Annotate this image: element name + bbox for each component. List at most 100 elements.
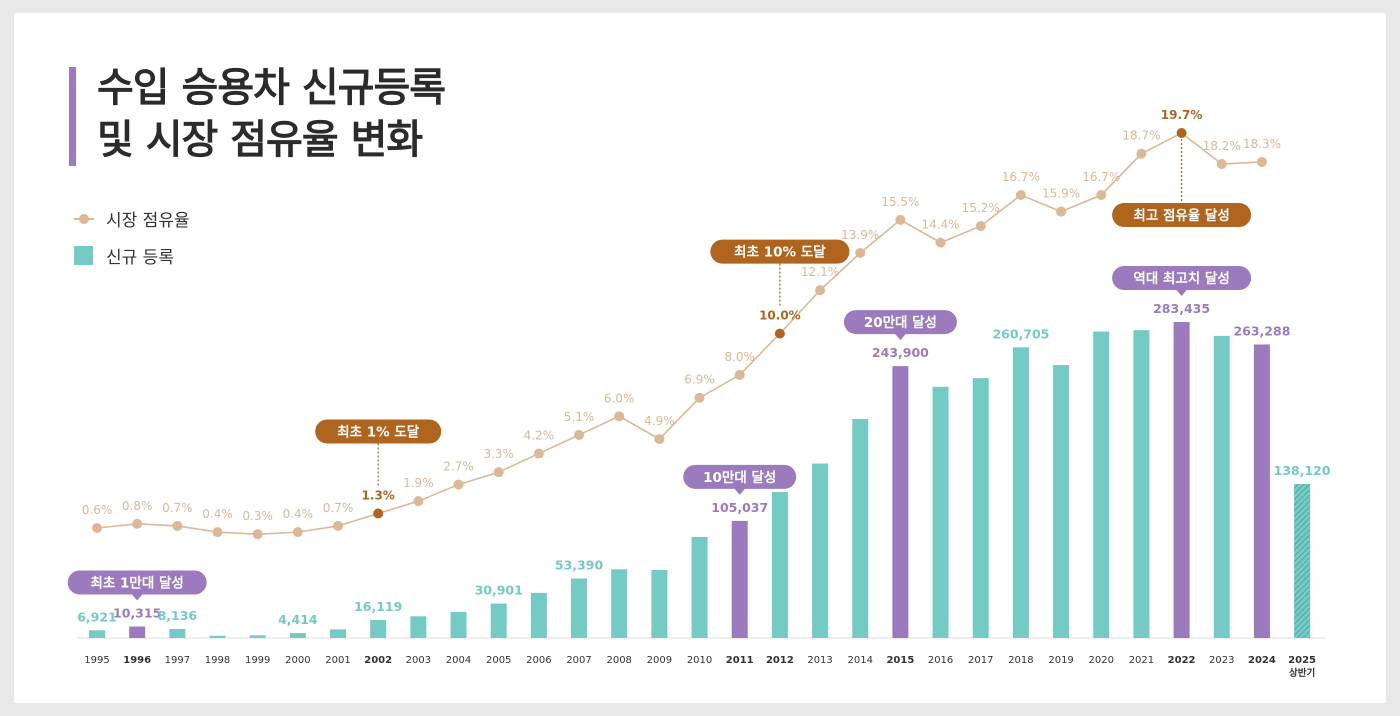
share-label-2018: 16.7% (1002, 170, 1040, 184)
x-tick-label-1999: 1999 (245, 655, 270, 666)
share-label-1999: 0.3% (242, 509, 273, 523)
bar-2014 (852, 419, 869, 638)
callout-pointer (894, 333, 907, 341)
title-line-2: 및 시장 점유율 변화 (97, 117, 423, 163)
callout-text: 최초 10% 도달 (734, 245, 826, 261)
share-point-2024 (1256, 156, 1267, 167)
share-label-2012: 10.0% (759, 309, 801, 323)
share-point-1998 (212, 527, 223, 538)
bar-2010 (691, 536, 708, 638)
callout-text: 20만대 달성 (864, 315, 937, 331)
bar-2024 (1253, 344, 1270, 638)
bar-1998 (209, 635, 226, 638)
bar-2008 (611, 569, 628, 638)
share-label-2001: 0.7% (323, 501, 354, 515)
bar-2005 (490, 603, 507, 638)
bar-2009 (651, 569, 668, 638)
title-line-1: 수입 승용차 신규등록 (97, 65, 446, 111)
bar-value-label-2002: 16,119 (354, 599, 402, 614)
share-label-2017: 15.2% (962, 201, 1000, 215)
x-tick-label-2001: 2001 (325, 655, 350, 666)
x-tick-label-2007: 2007 (566, 655, 591, 666)
x-tick-label-2000: 2000 (285, 655, 310, 666)
share-label-2019: 15.9% (1042, 187, 1080, 201)
x-tick-label-2018: 2018 (1008, 655, 1033, 666)
bar-value-label-2000: 4,414 (278, 612, 318, 627)
x-tick-label-2011: 2011 (726, 655, 754, 666)
bar-value-label-2005: 30,901 (475, 583, 523, 598)
share-label-2020: 16.7% (1082, 170, 1120, 184)
bar-2006 (530, 592, 547, 638)
legend-item-registrations: 신규 등록 (74, 237, 190, 274)
bar-2022 (1173, 322, 1190, 638)
callout-text: 최초 1% 도달 (337, 425, 420, 441)
share-label-2022: 19.7% (1161, 108, 1203, 122)
share-label-2014: 13.9% (841, 228, 879, 242)
x-tick-sublabel-2025: 상반기 (1289, 667, 1315, 679)
callout-badge (1112, 203, 1252, 228)
callout-pointer (1175, 289, 1188, 296)
share-label-2007: 5.1% (564, 410, 595, 424)
x-tick-label-1997: 1997 (165, 655, 190, 666)
bar-2013 (812, 463, 829, 638)
bar-value-label-2018: 260,705 (992, 326, 1049, 341)
bar-2025 (1294, 484, 1311, 638)
share-label-2005: 3.3% (483, 447, 514, 461)
x-tick-label-2009: 2009 (647, 655, 672, 666)
share-point-2002 (373, 508, 384, 519)
x-tick-label-2017: 2017 (968, 655, 993, 666)
share-point-2008 (614, 411, 625, 422)
share-point-2001 (333, 520, 344, 531)
callout-badge (315, 419, 442, 444)
bar-value-label-1996: 10,315 (113, 605, 161, 620)
share-label-2002: 1.3% (362, 489, 395, 503)
bar-2019 (1053, 365, 1070, 638)
callout-badge (843, 310, 957, 335)
bar-value-label-2024: 263,288 (1233, 323, 1290, 338)
bar-value-label-2011: 105,037 (711, 500, 768, 515)
bar-value-label-2022: 283,435 (1153, 301, 1210, 316)
bar-swatch-icon (74, 246, 93, 265)
share-label-2006: 4.2% (524, 429, 555, 443)
share-point-2012 (774, 328, 785, 339)
x-tick-label-2023: 2023 (1209, 655, 1234, 666)
share-label-2013: 12.1% (801, 265, 839, 279)
share-point-2005 (493, 467, 504, 478)
callout-badge (67, 570, 207, 595)
bar-value-label-2025: 138,120 (1274, 463, 1331, 478)
bar-1997 (169, 628, 186, 638)
share-point-2011 (734, 369, 745, 380)
bar-2015 (892, 366, 909, 638)
share-point-2009 (654, 434, 665, 445)
x-tick-label-2024: 2024 (1248, 655, 1276, 666)
bar-2002 (370, 620, 387, 638)
bar-value-label-1997: 8,136 (158, 608, 198, 623)
x-tick-label-2015: 2015 (886, 655, 914, 666)
share-point-2010 (694, 392, 705, 403)
bar-1999 (249, 635, 266, 638)
callout-badge (710, 239, 850, 264)
share-point-2004 (453, 479, 464, 490)
x-tick-label-2005: 2005 (486, 655, 511, 666)
legend-label: 시장 점유율 (106, 211, 190, 231)
x-tick-label-2002: 2002 (364, 655, 392, 666)
bar-2003 (410, 616, 427, 638)
share-point-2023 (1216, 159, 1227, 170)
share-label-2023: 18.2% (1203, 139, 1241, 153)
share-label-2021: 18.7% (1122, 129, 1160, 143)
x-tick-label-2013: 2013 (807, 655, 832, 666)
callout-pointer (131, 593, 144, 601)
share-point-2017 (975, 221, 986, 232)
x-tick-label-2004: 2004 (446, 655, 471, 666)
bar-2004 (450, 612, 467, 638)
x-tick-label-2022: 2022 (1168, 655, 1196, 666)
legend-label: 신규 등록 (106, 248, 174, 268)
share-label-1998: 0.4% (202, 507, 233, 521)
share-label-2004: 2.7% (443, 460, 474, 474)
x-tick-label-1995: 1995 (84, 655, 109, 666)
share-label-1997: 0.7% (162, 501, 193, 515)
callout-text: 역대 최고치 달성 (1133, 270, 1229, 287)
bar-2020 (1093, 331, 1110, 638)
bar-2000 (289, 633, 306, 638)
